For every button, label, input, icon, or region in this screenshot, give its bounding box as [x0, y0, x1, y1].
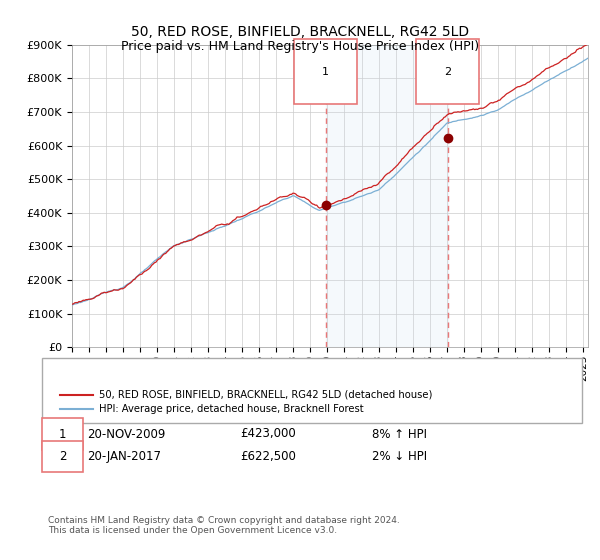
Text: 8% ↑ HPI: 8% ↑ HPI — [372, 427, 427, 441]
Text: Contains HM Land Registry data © Crown copyright and database right 2024.
This d: Contains HM Land Registry data © Crown c… — [48, 516, 400, 535]
Text: 50, RED ROSE, BINFIELD, BRACKNELL, RG42 5LD (detached house): 50, RED ROSE, BINFIELD, BRACKNELL, RG42 … — [99, 390, 433, 400]
Text: 50, RED ROSE, BINFIELD, BRACKNELL, RG42 5LD: 50, RED ROSE, BINFIELD, BRACKNELL, RG42 … — [131, 25, 469, 39]
Text: HPI: Average price, detached house, Bracknell Forest: HPI: Average price, detached house, Brac… — [99, 404, 364, 414]
Bar — [326, 45, 448, 347]
Text: 1: 1 — [59, 427, 66, 441]
Text: £423,000: £423,000 — [240, 427, 296, 441]
Text: £622,500: £622,500 — [240, 450, 296, 463]
Text: Price paid vs. HM Land Registry's House Price Index (HPI): Price paid vs. HM Land Registry's House … — [121, 40, 479, 53]
Text: 2: 2 — [444, 67, 451, 77]
Text: 20-NOV-2009: 20-NOV-2009 — [87, 427, 166, 441]
Text: 1: 1 — [322, 67, 329, 77]
Text: 20-JAN-2017: 20-JAN-2017 — [87, 450, 161, 463]
Text: 2% ↓ HPI: 2% ↓ HPI — [372, 450, 427, 463]
Text: 2: 2 — [59, 450, 66, 463]
